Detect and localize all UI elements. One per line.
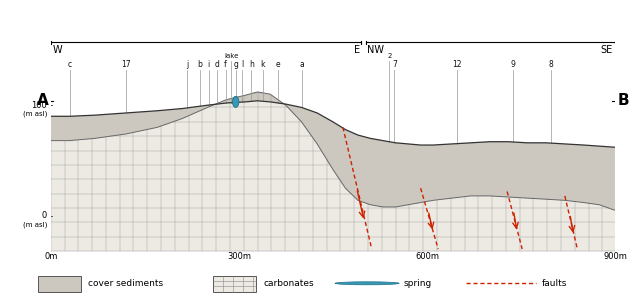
Text: 17: 17 bbox=[121, 60, 131, 69]
Text: B: B bbox=[618, 93, 629, 108]
Text: i: i bbox=[207, 60, 210, 69]
Bar bbox=[37, 276, 81, 292]
Text: 300m: 300m bbox=[227, 252, 251, 261]
Text: A: A bbox=[37, 93, 48, 108]
Text: 2: 2 bbox=[387, 53, 391, 59]
Text: (m asl): (m asl) bbox=[23, 221, 47, 228]
Text: W: W bbox=[53, 45, 62, 55]
Text: 900m: 900m bbox=[603, 252, 627, 261]
Text: c: c bbox=[67, 60, 72, 69]
Text: cover sediments: cover sediments bbox=[88, 279, 164, 288]
Text: k: k bbox=[261, 60, 265, 69]
Text: 100: 100 bbox=[31, 101, 47, 110]
Text: spring: spring bbox=[404, 279, 432, 288]
Text: b: b bbox=[198, 60, 202, 69]
Text: NW: NW bbox=[367, 45, 384, 55]
Bar bbox=[212, 276, 256, 292]
Text: a: a bbox=[299, 60, 304, 69]
Text: f: f bbox=[224, 60, 227, 69]
Text: 0m: 0m bbox=[44, 252, 58, 261]
Text: l: l bbox=[241, 60, 243, 69]
Text: SE: SE bbox=[601, 45, 613, 55]
Text: h: h bbox=[249, 60, 254, 69]
Polygon shape bbox=[51, 92, 615, 251]
Circle shape bbox=[233, 96, 239, 108]
Text: 12: 12 bbox=[452, 60, 462, 69]
Text: faults: faults bbox=[542, 279, 567, 288]
Text: e: e bbox=[275, 60, 280, 69]
Text: 0: 0 bbox=[42, 211, 47, 220]
Circle shape bbox=[335, 282, 399, 285]
Text: g: g bbox=[233, 60, 238, 69]
Text: carbonates: carbonates bbox=[263, 279, 314, 288]
Polygon shape bbox=[51, 92, 615, 210]
Text: (m asl): (m asl) bbox=[23, 111, 47, 117]
Text: j: j bbox=[186, 60, 188, 69]
Text: lake: lake bbox=[224, 53, 238, 59]
Text: d: d bbox=[215, 60, 220, 69]
Text: 600m: 600m bbox=[415, 252, 439, 261]
Text: 7: 7 bbox=[392, 60, 397, 69]
Text: 8: 8 bbox=[548, 60, 553, 69]
Text: 9: 9 bbox=[511, 60, 516, 69]
Text: E: E bbox=[354, 45, 360, 55]
